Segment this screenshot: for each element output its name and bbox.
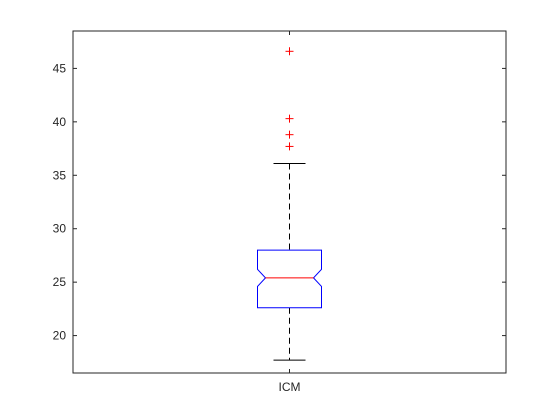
x-axis: ICM xyxy=(279,31,301,394)
y-tick-label: 30 xyxy=(53,222,67,236)
y-tick-label: 35 xyxy=(53,168,67,182)
box-series xyxy=(257,47,322,361)
plot-area xyxy=(72,30,507,374)
y-tick-label: 20 xyxy=(53,329,67,343)
notched-box xyxy=(257,249,322,309)
outlier-marker xyxy=(285,142,294,151)
y-axis: 20 25 30 35 40 45 xyxy=(53,61,506,343)
y-tick-label: 25 xyxy=(53,275,67,289)
y-tick-label: 40 xyxy=(53,115,67,129)
outlier-marker xyxy=(285,47,294,56)
outlier-marker xyxy=(285,114,294,123)
x-category-label: ICM xyxy=(279,380,301,394)
outlier-marker xyxy=(285,130,294,139)
y-tick-label: 45 xyxy=(53,61,67,75)
